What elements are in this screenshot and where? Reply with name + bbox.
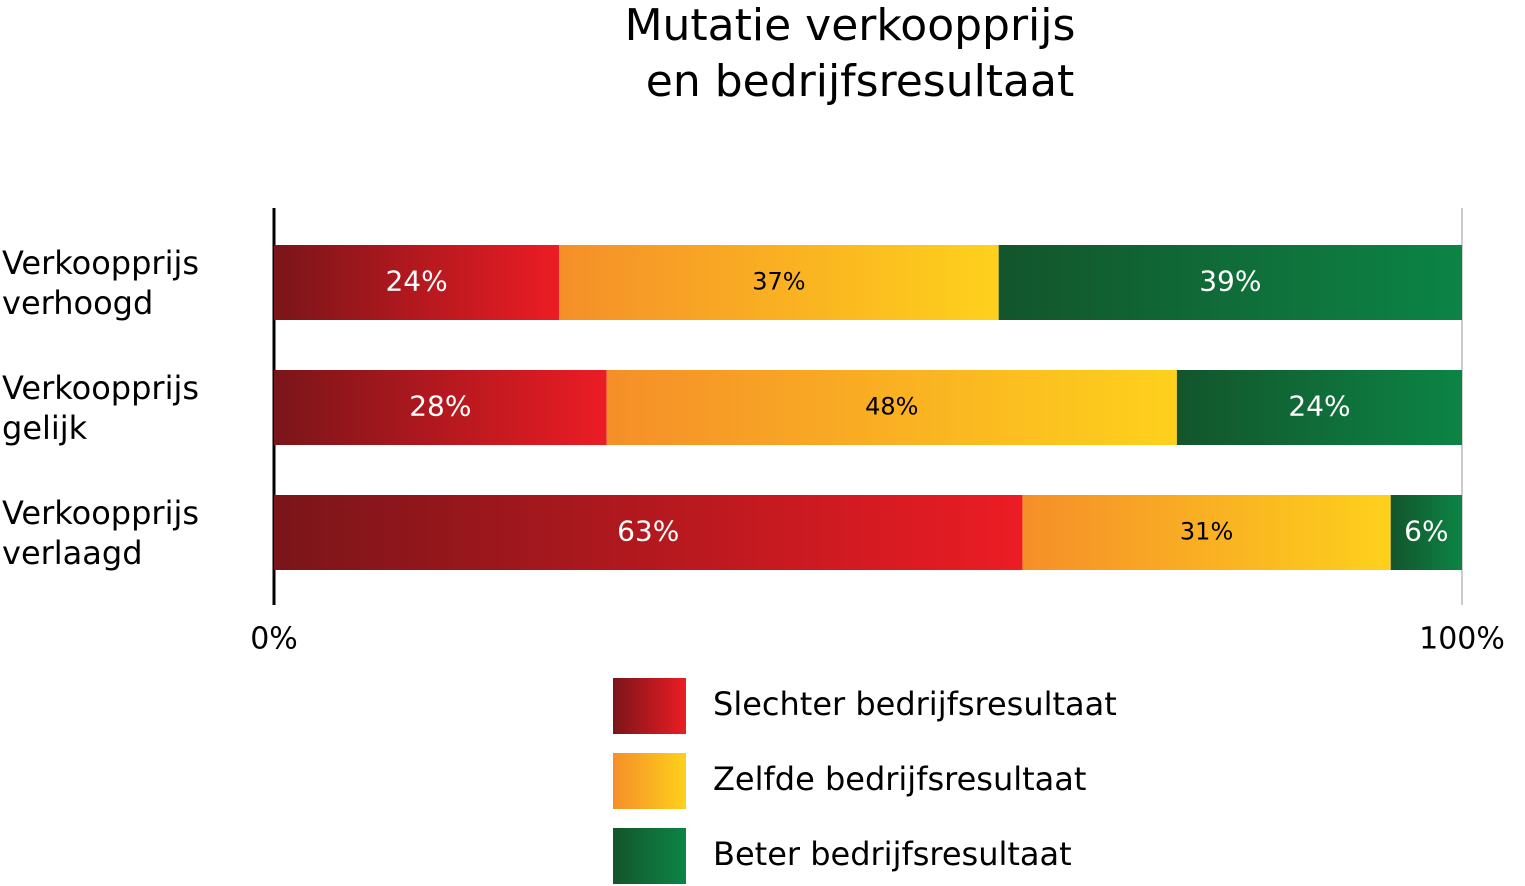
- data-label: 24%: [385, 265, 447, 298]
- x-tick-label: 100%: [1419, 622, 1505, 657]
- legend-swatch: [613, 828, 686, 884]
- data-label: 37%: [752, 268, 805, 296]
- data-label: 39%: [1199, 265, 1261, 298]
- bar-segment: [1022, 495, 1391, 570]
- data-label: 63%: [617, 515, 679, 548]
- x-tick-label: 0%: [250, 622, 298, 657]
- legend-label: Slechter bedrijfsresultaat: [713, 685, 1117, 723]
- chart-title: en bedrijfsresultaat: [646, 56, 1074, 107]
- bar-segment: [274, 245, 560, 320]
- legend-swatch: [613, 678, 686, 734]
- chart-title: Mutatie verkoopprijs: [625, 0, 1076, 51]
- data-label: 31%: [1180, 518, 1233, 546]
- bar-segment: [1390, 495, 1462, 570]
- legend-label: Zelfde bedrijfsresultaat: [713, 760, 1086, 798]
- data-label: 28%: [409, 390, 471, 423]
- legend-swatch: [613, 753, 686, 809]
- bar-segment: [1176, 370, 1462, 445]
- legend-label: Beter bedrijfsresultaat: [713, 835, 1072, 873]
- bar-segment: [274, 370, 607, 445]
- bar-segment: [559, 245, 999, 320]
- category-label: Verkoopprijs gelijk: [2, 368, 200, 447]
- category-label: Verkoopprijs verlaagd: [2, 493, 200, 572]
- data-label: 24%: [1288, 390, 1350, 423]
- bar-segment: [998, 245, 1462, 320]
- data-label: 6%: [1404, 515, 1448, 548]
- bar-segment: [606, 370, 1177, 445]
- data-label: 48%: [865, 393, 918, 421]
- bar-segment: [274, 495, 1023, 570]
- category-label: Verkoopprijs verhoogd: [2, 243, 200, 322]
